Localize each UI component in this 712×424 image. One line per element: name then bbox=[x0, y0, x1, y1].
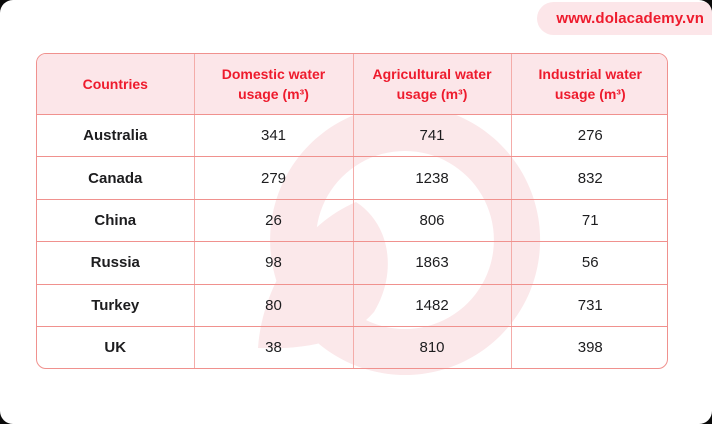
value-cell: 398 bbox=[577, 339, 603, 357]
table-header-row: Countries Domestic water usage (m³) Agri… bbox=[37, 54, 667, 115]
value-cell: 276 bbox=[511, 114, 667, 158]
value-cell: 56 bbox=[511, 241, 667, 285]
value-cell: 279 bbox=[194, 156, 354, 200]
value-cell: 731 bbox=[511, 284, 667, 328]
column-header-domestic: Domestic water usage (m³) bbox=[194, 54, 354, 115]
column-header-countries: Countries bbox=[37, 54, 195, 115]
table-row: Canada 279 1238 832 bbox=[37, 156, 667, 200]
value-cell: 80 bbox=[194, 284, 354, 328]
column-header-label: Industrial water usage (m³) bbox=[538, 65, 642, 102]
website-badge[interactable]: www.dolacademy.vn bbox=[537, 2, 712, 35]
value-cell: 810 bbox=[353, 326, 512, 368]
country-cell: Russia bbox=[37, 241, 195, 285]
value-cell: 1863 bbox=[353, 241, 512, 285]
value-cell: 832 bbox=[511, 156, 667, 200]
column-header-label: Countries bbox=[82, 75, 148, 92]
country-cell: Turkey bbox=[37, 284, 195, 328]
value-cell: 1238 bbox=[353, 156, 512, 200]
country-cell: Australia bbox=[37, 114, 195, 158]
table-row: Australia 341 741 276 bbox=[37, 114, 667, 158]
table-row: Turkey 80 1482 731 bbox=[37, 284, 667, 328]
country-cell: Canada bbox=[37, 156, 195, 200]
value-cell: 98 bbox=[194, 241, 354, 285]
country-cell: UK bbox=[37, 326, 195, 368]
table-row: China 26 806 71 bbox=[37, 199, 667, 243]
column-header-label: Agricultural water usage (m³) bbox=[372, 65, 492, 102]
table-row: UK 38 810 398 bbox=[37, 326, 667, 368]
value-cell: 26 bbox=[194, 199, 354, 243]
value-cell: 341 bbox=[194, 114, 354, 158]
data-table: Countries Domestic water usage (m³) Agri… bbox=[37, 54, 667, 368]
website-url-label: www.dolacademy.vn bbox=[556, 10, 704, 27]
column-header-industrial: Industrial water usage (m³) bbox=[511, 54, 667, 115]
value-cell: 38 bbox=[194, 326, 354, 368]
column-header-label: Domestic water usage (m³) bbox=[221, 65, 326, 102]
value-cell: 71 bbox=[511, 199, 667, 243]
table-row: Russia 98 1863 56 bbox=[37, 241, 667, 285]
value-cell: 1482 bbox=[353, 284, 512, 328]
value-cell: 741 bbox=[353, 114, 512, 158]
water-usage-table: Countries Domestic water usage (m³) Agri… bbox=[36, 53, 668, 369]
value-cell: 806 bbox=[353, 199, 512, 243]
country-cell: China bbox=[37, 199, 195, 243]
column-header-agricultural: Agricultural water usage (m³) bbox=[353, 54, 512, 115]
